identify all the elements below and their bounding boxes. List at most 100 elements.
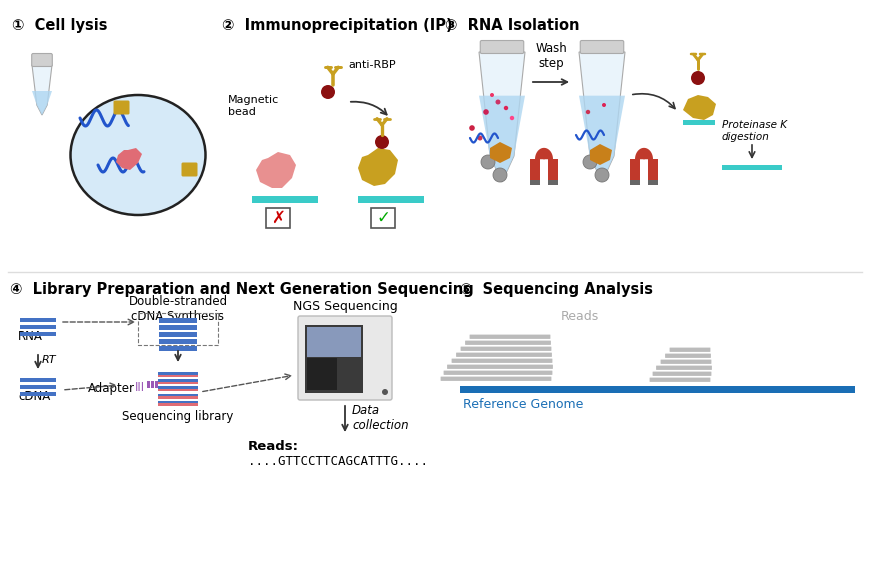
Circle shape bbox=[582, 155, 596, 169]
FancyBboxPatch shape bbox=[629, 159, 639, 185]
Polygon shape bbox=[489, 142, 512, 163]
FancyBboxPatch shape bbox=[298, 316, 392, 400]
FancyBboxPatch shape bbox=[480, 40, 523, 54]
Polygon shape bbox=[357, 148, 397, 186]
FancyBboxPatch shape bbox=[158, 372, 198, 374]
Text: ✗: ✗ bbox=[271, 209, 285, 227]
FancyBboxPatch shape bbox=[266, 208, 289, 228]
FancyBboxPatch shape bbox=[159, 332, 196, 337]
Circle shape bbox=[509, 116, 514, 120]
FancyBboxPatch shape bbox=[649, 377, 710, 382]
Text: RNA: RNA bbox=[18, 330, 43, 343]
FancyBboxPatch shape bbox=[460, 386, 854, 393]
FancyBboxPatch shape bbox=[547, 180, 557, 185]
Text: ....GTTCCTTCAGCATTTG....: ....GTTCCTTCAGCATTTG.... bbox=[248, 455, 428, 468]
Polygon shape bbox=[116, 148, 142, 170]
FancyBboxPatch shape bbox=[447, 365, 553, 369]
FancyBboxPatch shape bbox=[357, 196, 423, 203]
Text: ✓: ✓ bbox=[375, 209, 389, 227]
Polygon shape bbox=[682, 95, 715, 120]
FancyBboxPatch shape bbox=[20, 378, 56, 382]
Polygon shape bbox=[579, 52, 624, 182]
FancyBboxPatch shape bbox=[158, 404, 198, 406]
Polygon shape bbox=[32, 91, 52, 115]
FancyBboxPatch shape bbox=[529, 180, 539, 185]
FancyBboxPatch shape bbox=[547, 159, 557, 185]
FancyBboxPatch shape bbox=[629, 180, 639, 185]
FancyBboxPatch shape bbox=[664, 353, 710, 358]
Polygon shape bbox=[589, 144, 611, 165]
Text: Sequencing library: Sequencing library bbox=[123, 410, 234, 423]
FancyBboxPatch shape bbox=[147, 381, 149, 388]
FancyBboxPatch shape bbox=[580, 40, 623, 54]
Text: III: III bbox=[135, 381, 145, 394]
FancyBboxPatch shape bbox=[155, 381, 158, 388]
Circle shape bbox=[585, 110, 589, 114]
Polygon shape bbox=[32, 65, 52, 115]
Polygon shape bbox=[634, 148, 653, 159]
FancyBboxPatch shape bbox=[158, 394, 198, 396]
FancyBboxPatch shape bbox=[20, 385, 56, 389]
Circle shape bbox=[468, 125, 474, 131]
FancyBboxPatch shape bbox=[440, 377, 551, 381]
FancyBboxPatch shape bbox=[669, 348, 710, 352]
FancyBboxPatch shape bbox=[151, 381, 154, 388]
FancyBboxPatch shape bbox=[460, 347, 551, 351]
FancyBboxPatch shape bbox=[370, 208, 395, 228]
FancyBboxPatch shape bbox=[652, 372, 711, 376]
FancyBboxPatch shape bbox=[307, 327, 361, 357]
FancyBboxPatch shape bbox=[158, 386, 198, 389]
FancyBboxPatch shape bbox=[647, 159, 657, 185]
Text: ①  Cell lysis: ① Cell lysis bbox=[12, 18, 108, 33]
FancyBboxPatch shape bbox=[252, 196, 318, 203]
Circle shape bbox=[690, 71, 704, 85]
Circle shape bbox=[321, 85, 335, 99]
Polygon shape bbox=[479, 52, 524, 182]
FancyBboxPatch shape bbox=[529, 159, 539, 185]
Text: ②  Immunoprecipitation (IP): ② Immunoprecipitation (IP) bbox=[222, 18, 452, 33]
FancyBboxPatch shape bbox=[158, 379, 198, 382]
Circle shape bbox=[381, 389, 388, 395]
FancyBboxPatch shape bbox=[465, 341, 550, 345]
FancyBboxPatch shape bbox=[307, 358, 336, 390]
FancyBboxPatch shape bbox=[647, 180, 657, 185]
Circle shape bbox=[594, 168, 608, 182]
Circle shape bbox=[477, 136, 482, 140]
FancyBboxPatch shape bbox=[158, 401, 198, 404]
Circle shape bbox=[503, 106, 507, 110]
FancyBboxPatch shape bbox=[682, 120, 714, 125]
Text: ③  RNA Isolation: ③ RNA Isolation bbox=[444, 18, 579, 33]
FancyBboxPatch shape bbox=[113, 100, 129, 115]
FancyBboxPatch shape bbox=[182, 162, 197, 177]
FancyBboxPatch shape bbox=[20, 325, 56, 329]
Circle shape bbox=[375, 135, 388, 149]
Text: NGS Sequencing: NGS Sequencing bbox=[292, 300, 397, 313]
Text: anti-RBP: anti-RBP bbox=[348, 60, 395, 70]
Text: Adapter: Adapter bbox=[88, 382, 135, 395]
FancyBboxPatch shape bbox=[305, 325, 362, 393]
FancyBboxPatch shape bbox=[20, 392, 56, 396]
Text: Magnetic
bead: Magnetic bead bbox=[228, 95, 279, 117]
Ellipse shape bbox=[70, 95, 205, 215]
FancyBboxPatch shape bbox=[159, 325, 196, 330]
FancyBboxPatch shape bbox=[655, 365, 711, 370]
Text: ⑤  Sequencing Analysis: ⑤ Sequencing Analysis bbox=[460, 282, 653, 297]
Text: RT: RT bbox=[42, 355, 56, 365]
Text: Proteinase K
digestion: Proteinase K digestion bbox=[721, 120, 786, 141]
Circle shape bbox=[495, 100, 500, 104]
FancyBboxPatch shape bbox=[451, 359, 552, 363]
FancyBboxPatch shape bbox=[20, 332, 56, 336]
Circle shape bbox=[489, 93, 494, 97]
Polygon shape bbox=[479, 96, 524, 182]
Circle shape bbox=[481, 155, 494, 169]
FancyBboxPatch shape bbox=[159, 346, 196, 351]
Text: Double-stranded
cDNA Synthesis: Double-stranded cDNA Synthesis bbox=[129, 295, 228, 323]
Text: Reference Genome: Reference Genome bbox=[462, 398, 583, 411]
FancyBboxPatch shape bbox=[158, 374, 198, 377]
FancyBboxPatch shape bbox=[31, 54, 52, 67]
Text: Wash
step: Wash step bbox=[534, 42, 567, 70]
FancyBboxPatch shape bbox=[660, 360, 711, 364]
FancyBboxPatch shape bbox=[158, 382, 198, 384]
FancyBboxPatch shape bbox=[469, 335, 550, 339]
Polygon shape bbox=[534, 148, 553, 159]
